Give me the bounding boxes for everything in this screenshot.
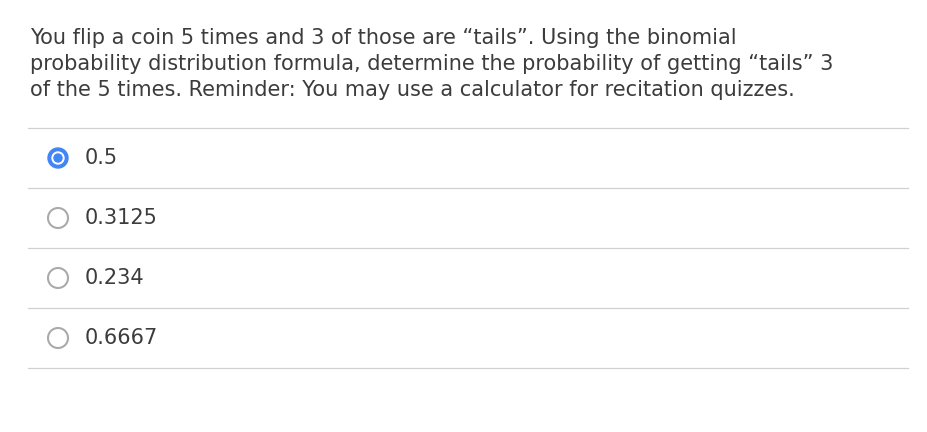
Text: You flip a coin 5 times and 3 of those are “tails”. Using the binomial: You flip a coin 5 times and 3 of those a… bbox=[30, 28, 736, 48]
Text: 0.6667: 0.6667 bbox=[85, 328, 159, 348]
Text: 0.234: 0.234 bbox=[85, 268, 145, 288]
Circle shape bbox=[54, 154, 62, 162]
Circle shape bbox=[52, 152, 64, 164]
Text: 0.3125: 0.3125 bbox=[85, 208, 158, 228]
Text: of the 5 times. Reminder: You may use a calculator for recitation quizzes.: of the 5 times. Reminder: You may use a … bbox=[30, 80, 794, 100]
Text: 0.5: 0.5 bbox=[85, 148, 118, 168]
Circle shape bbox=[48, 148, 68, 168]
Text: probability distribution formula, determine the probability of getting “tails” 3: probability distribution formula, determ… bbox=[30, 54, 832, 74]
